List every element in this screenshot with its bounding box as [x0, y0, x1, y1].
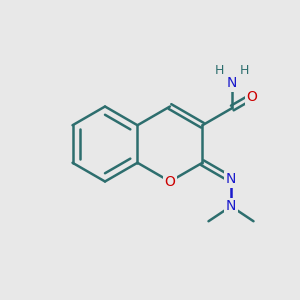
Text: N: N	[226, 172, 236, 186]
Text: N: N	[227, 76, 238, 90]
Text: H: H	[240, 64, 250, 77]
Text: O: O	[246, 90, 257, 104]
Text: N: N	[226, 199, 236, 213]
Text: O: O	[164, 175, 175, 188]
Text: H: H	[215, 64, 224, 77]
